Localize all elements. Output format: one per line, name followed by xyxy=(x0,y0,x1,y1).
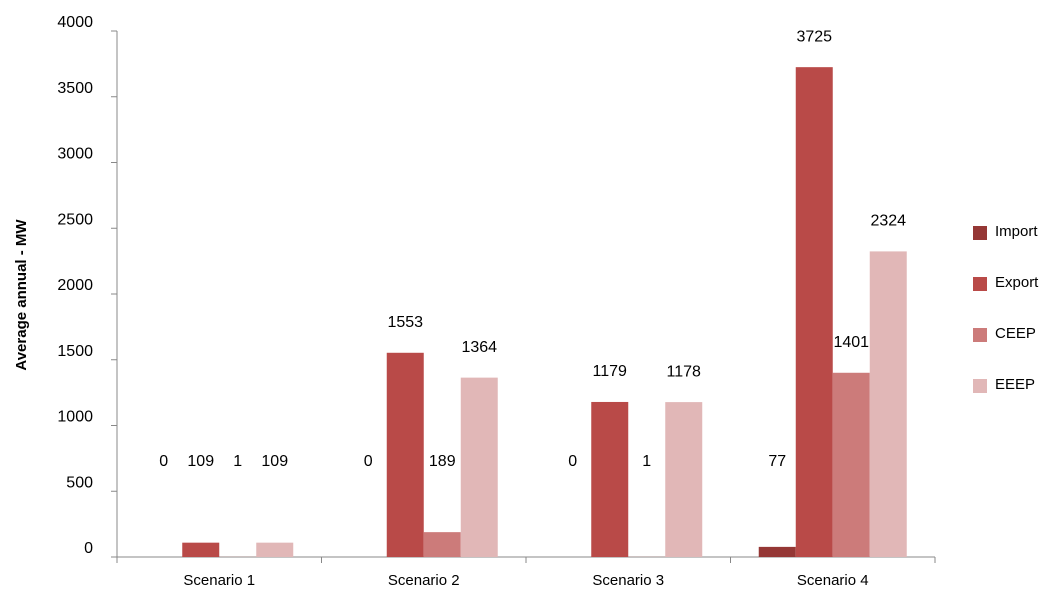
bar xyxy=(461,378,498,557)
bar xyxy=(665,402,702,557)
x-tick-label: Scenario 2 xyxy=(388,572,460,589)
value-label: 1553 xyxy=(387,314,423,331)
value-label: 1 xyxy=(642,453,651,470)
x-tick-label: Scenario 4 xyxy=(797,572,869,589)
value-label: 189 xyxy=(429,453,456,470)
bar xyxy=(256,543,293,557)
legend-swatch xyxy=(973,379,987,393)
x-tick-label: Scenario 1 xyxy=(183,572,255,589)
value-label: 3725 xyxy=(796,28,832,45)
value-label: 109 xyxy=(187,453,214,470)
x-tick-label: Scenario 3 xyxy=(592,572,664,589)
value-label: 77 xyxy=(768,453,786,470)
legend-label: Export xyxy=(995,274,1039,291)
legend-label: EEEP xyxy=(995,376,1035,393)
value-label: 0 xyxy=(159,453,168,470)
value-label: 1179 xyxy=(593,363,628,380)
legend-swatch xyxy=(973,328,987,342)
value-label: 2324 xyxy=(870,213,906,230)
legend-swatch xyxy=(973,226,987,240)
bar xyxy=(387,353,424,557)
y-tick-label: 2000 xyxy=(57,277,93,294)
value-label: 1401 xyxy=(833,334,869,351)
value-label: 0 xyxy=(568,453,577,470)
legend-swatch xyxy=(973,277,987,291)
bar xyxy=(591,402,628,557)
bar xyxy=(796,67,833,557)
legend-label: CEEP xyxy=(995,325,1036,342)
y-tick-label: 1500 xyxy=(57,343,93,360)
y-tick-label: 0 xyxy=(84,540,93,557)
bar xyxy=(833,373,870,557)
bar xyxy=(424,532,461,557)
y-tick-label: 4000 xyxy=(57,14,93,31)
value-label: 1178 xyxy=(667,363,702,380)
bar xyxy=(759,547,796,557)
y-tick-label: 3500 xyxy=(57,80,93,97)
y-tick-label: 2500 xyxy=(57,211,93,228)
bar xyxy=(870,251,907,557)
legend-label: Import xyxy=(995,223,1038,240)
y-axis-title: Average annual - MW xyxy=(13,219,30,371)
value-label: 1364 xyxy=(461,339,497,356)
y-tick-label: 1000 xyxy=(57,409,93,426)
y-tick-label: 500 xyxy=(66,474,93,491)
value-label: 0 xyxy=(364,453,373,470)
value-label: 1 xyxy=(233,453,242,470)
bar xyxy=(182,543,219,557)
y-tick-label: 3000 xyxy=(57,146,93,163)
value-label: 109 xyxy=(261,453,288,470)
